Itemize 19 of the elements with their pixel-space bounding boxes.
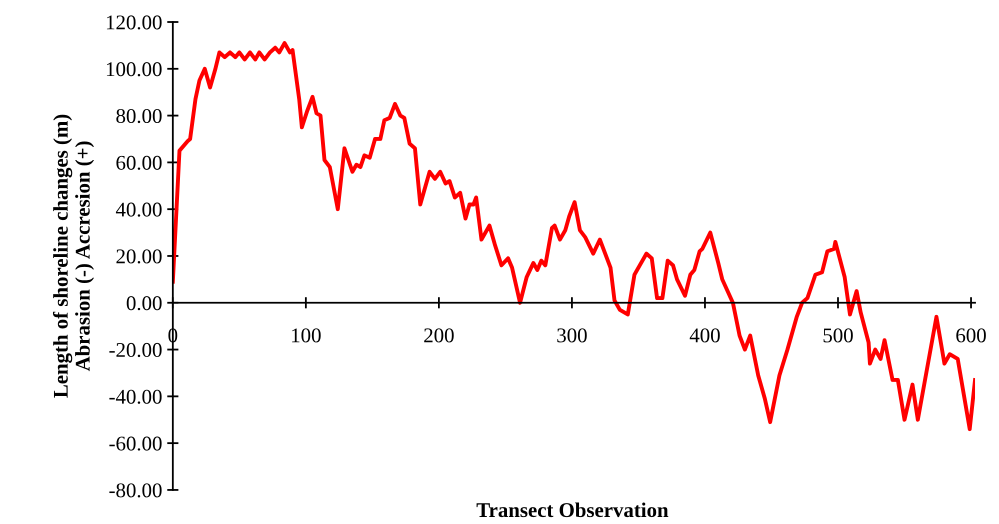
y-tick-label: 100.00: [106, 62, 162, 76]
y-tick-label: -60.00: [109, 436, 162, 451]
y-tick-label: 120.00: [106, 15, 162, 30]
x-axis-title: Transect Observation: [476, 502, 668, 518]
x-tick-label: 600: [956, 328, 986, 342]
y-tick-label: 60.00: [116, 156, 162, 170]
y-tick-label: 20.00: [116, 249, 162, 264]
y-tick-label: 80.00: [116, 108, 162, 124]
x-tick-label: 400: [690, 328, 720, 342]
y-tick-label: 0.00: [126, 296, 162, 310]
y-tick-label: -20.00: [109, 342, 162, 358]
y-tick-label: 40.00: [116, 202, 162, 217]
x-tick-label: 500: [824, 328, 853, 342]
x-tick-label: 300: [557, 328, 587, 342]
y-tick-label: -40.00: [109, 390, 162, 404]
y-tick-label: -80.00: [109, 483, 162, 498]
x-tick-label: 100: [292, 328, 321, 342]
x-tick-label: 200: [424, 328, 454, 342]
y-axis-title: Length of shoreline changes (m) Abrasion (-) Accresion (+): [52, 114, 94, 398]
